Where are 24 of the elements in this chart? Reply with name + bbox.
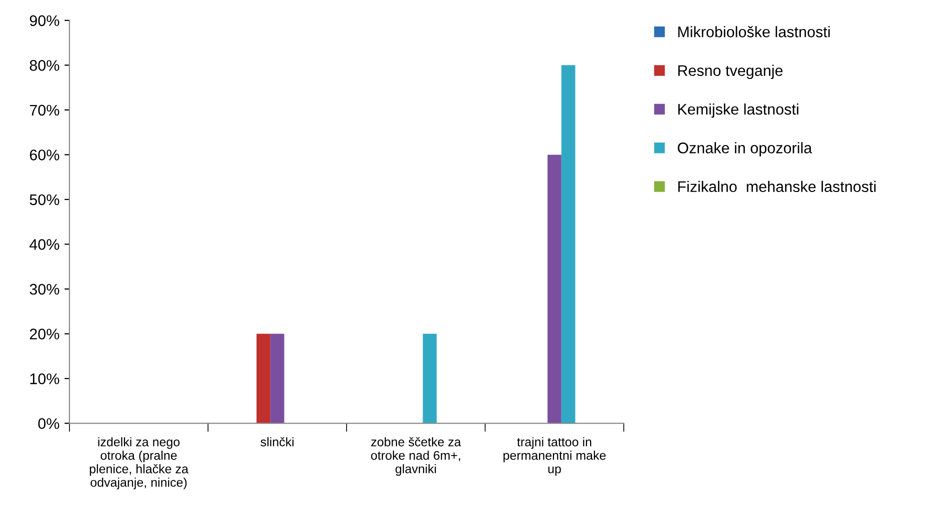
x-tick-label: slinčki	[260, 437, 294, 446]
y-tick-label: 30%	[30, 284, 60, 295]
y-tick-label: 50%	[30, 194, 60, 206]
x-tick-label: izdelki za nego otroka (pralne plenice, hlačke za odvajanje, ninice)	[90, 437, 188, 490]
y-tick-label: 90%	[30, 15, 60, 26]
x-tick-label: trajni tattoo in permanentni make up	[504, 437, 606, 476]
y-tick-label: 20%	[30, 328, 60, 340]
bar	[548, 154, 562, 424]
legend-label: Resno tveganje	[678, 64, 783, 80]
y-tick-label: 70%	[30, 104, 60, 116]
x-tick-label: zobne ščetke za otroke nad 6m+, glavniki	[371, 437, 462, 476]
bar	[422, 334, 437, 424]
bar	[270, 334, 284, 424]
y-tick-label: 40%	[30, 239, 60, 250]
y-tick-label: 80%	[30, 60, 60, 71]
y-tick-label: 10%	[30, 373, 60, 384]
legend-label: Oznake in opozorila	[678, 142, 812, 156]
bar	[256, 334, 270, 424]
bar	[561, 65, 576, 424]
y-tick-label: 0%	[38, 418, 60, 429]
legend-label: Fizikalno mehanske lastnosti	[678, 180, 876, 192]
legend-label: Mikrobiološke lastnosti	[678, 26, 830, 38]
y-tick-label: 60%	[30, 150, 60, 160]
legend-label: Kemijske lastnosti	[678, 103, 798, 118]
